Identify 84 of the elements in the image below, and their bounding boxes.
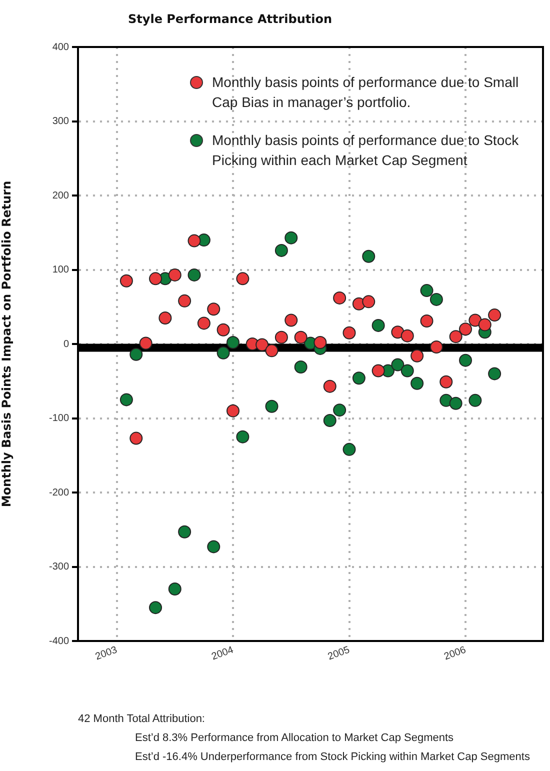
point <box>226 336 240 350</box>
point <box>139 336 152 350</box>
point <box>274 330 288 344</box>
point <box>323 380 336 393</box>
point <box>188 268 201 282</box>
y-tick-label: -300 <box>48 562 70 572</box>
y-tick-label: -200 <box>48 487 70 498</box>
y-axis-title: Monthly Basis Points Impact on Portfolio Return <box>0 180 14 508</box>
y-tick-label: 200 <box>52 190 70 202</box>
point <box>236 430 250 444</box>
point <box>372 318 385 332</box>
point <box>420 314 434 328</box>
point <box>400 364 414 378</box>
legend-label: Monthly basis points of performance due to Small Cap Bias in manager’s portfolio. <box>212 73 520 112</box>
point <box>488 367 502 380</box>
x-tick-label: 2005 <box>326 644 352 663</box>
point <box>440 375 453 388</box>
point <box>149 601 162 614</box>
point <box>478 318 492 332</box>
point <box>236 272 250 286</box>
point <box>216 323 230 336</box>
point <box>265 400 278 413</box>
point <box>120 274 133 288</box>
point <box>333 291 346 304</box>
point <box>410 376 424 390</box>
point <box>449 330 462 344</box>
point <box>188 234 201 248</box>
y-tick-label: 0 <box>63 338 70 350</box>
point <box>468 394 482 407</box>
point <box>226 404 240 418</box>
point <box>149 272 162 286</box>
point <box>284 314 298 327</box>
chart-title: Style Performance Attribution <box>128 12 332 26</box>
x-tick-label: 2004 <box>210 644 236 663</box>
point <box>314 336 327 350</box>
point <box>256 338 269 352</box>
y-tick-label: -400 <box>48 636 70 647</box>
point <box>459 354 472 367</box>
x-tick-label: 2003 <box>94 644 120 663</box>
point <box>362 250 376 263</box>
point <box>197 316 210 330</box>
point <box>362 295 376 308</box>
point <box>430 292 443 306</box>
point <box>333 404 346 417</box>
text: Est’d 8.3% Performance from Allocation to Market Cap Segments <box>134 731 455 746</box>
text: 42 Month Total Attribution: <box>78 712 206 727</box>
x-tick-label: 2006 <box>442 644 468 663</box>
y-tick-label: -100 <box>48 413 70 424</box>
point <box>391 358 404 372</box>
point <box>274 244 288 257</box>
point <box>130 432 143 445</box>
point <box>178 525 192 538</box>
text: Est’d -16.4% Underperformance from Stock Picking within Market Cap Segments <box>134 750 530 765</box>
point <box>207 302 220 316</box>
point <box>488 308 502 322</box>
point <box>323 414 336 427</box>
point <box>410 349 424 362</box>
point <box>168 582 182 596</box>
point <box>372 364 385 378</box>
y-tick-label: 400 <box>52 42 70 53</box>
point <box>342 326 356 340</box>
point <box>459 322 472 336</box>
point <box>158 312 172 325</box>
point <box>352 372 366 385</box>
point <box>168 268 182 282</box>
point <box>420 284 434 298</box>
legend-label: Monthly basis points of performance due to Stock Picking within each Market Cap Segment <box>212 131 520 170</box>
point <box>284 231 298 244</box>
point <box>130 348 143 361</box>
point <box>207 540 220 554</box>
point <box>120 393 133 406</box>
point <box>430 340 443 354</box>
point <box>449 396 462 410</box>
y-tick-label: 100 <box>52 264 70 276</box>
point <box>342 442 356 456</box>
point <box>216 346 230 360</box>
point <box>468 314 482 327</box>
point <box>294 330 308 344</box>
point <box>294 360 308 374</box>
point <box>265 344 278 358</box>
y-tick-label: 300 <box>52 116 70 127</box>
point <box>400 329 414 342</box>
point <box>391 326 404 339</box>
point <box>178 294 192 308</box>
